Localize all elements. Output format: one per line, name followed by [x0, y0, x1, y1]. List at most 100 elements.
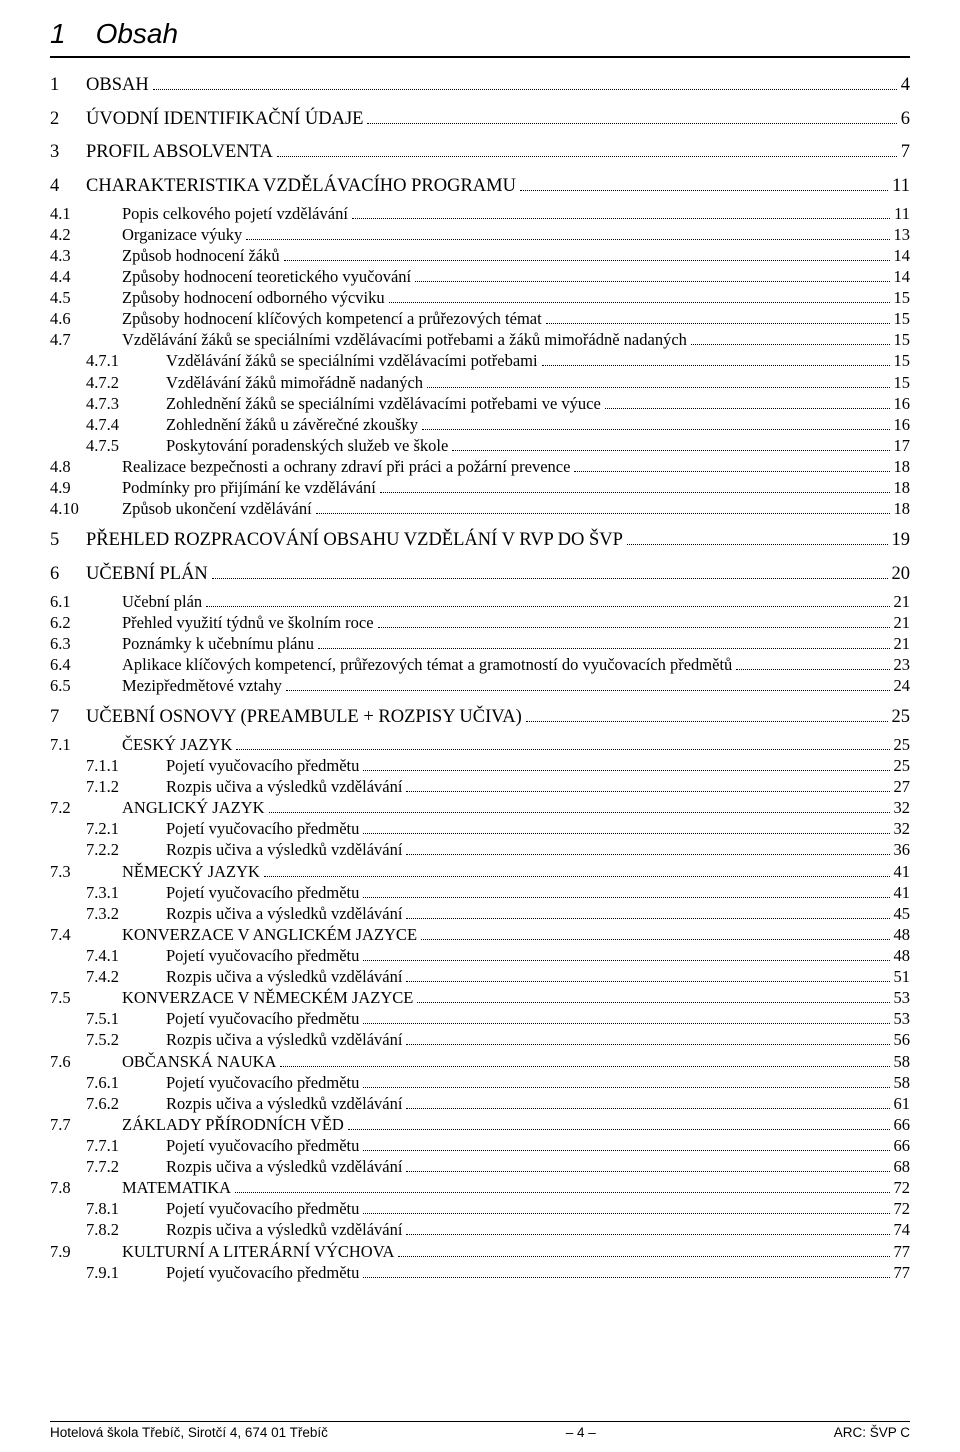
- toc-label: NĚMECKÝ JAZYK: [122, 861, 260, 882]
- toc-page: 25: [892, 706, 911, 730]
- toc-row: 7.3.2Rozpis učiva a výsledků vzdělávání4…: [50, 903, 910, 924]
- toc-row: 6.5Mezipředmětové vztahy24: [50, 675, 910, 696]
- toc-row: 4.2Organizace výuky13: [50, 224, 910, 245]
- toc-leader-dots: [363, 960, 889, 961]
- toc-page: 66: [894, 1114, 911, 1135]
- toc-leader-dots: [363, 1213, 889, 1214]
- toc-row: 7.7.2Rozpis učiva a výsledků vzdělávání6…: [50, 1156, 910, 1177]
- toc-label: Přehled využití týdnů ve školním roce: [122, 612, 374, 633]
- toc-row: 7.4.2Rozpis učiva a výsledků vzdělávání5…: [50, 966, 910, 987]
- toc-page: 23: [894, 654, 911, 675]
- toc-page: 72: [894, 1198, 911, 1219]
- toc-page: 7: [901, 141, 910, 165]
- toc-row: 6.3Poznámky k učebnímu plánu21: [50, 633, 910, 654]
- toc-page: 11: [894, 203, 910, 224]
- toc-row: 7.2.2Rozpis učiva a výsledků vzdělávání3…: [50, 839, 910, 860]
- toc-number: 7.2.1: [86, 818, 166, 839]
- toc-leader-dots: [316, 513, 890, 514]
- toc-leader-dots: [406, 1171, 889, 1172]
- toc-page: 53: [894, 987, 911, 1008]
- toc-row: 7.6OBČANSKÁ NAUKA58: [50, 1051, 910, 1072]
- toc-number: 7.7.2: [86, 1156, 166, 1177]
- toc-number: 7.6.2: [86, 1093, 166, 1114]
- toc-leader-dots: [352, 218, 890, 219]
- toc-label: Způsoby hodnocení klíčových kompetencí a…: [122, 308, 542, 329]
- toc-page: 14: [894, 266, 911, 287]
- toc-number: 7.1: [50, 734, 122, 755]
- toc-label: Vzdělávání žáků se speciálními vzdělávac…: [166, 350, 538, 371]
- toc-row: 4.9Podmínky pro přijímání ke vzdělávání1…: [50, 477, 910, 498]
- toc-label: UČEBNÍ PLÁN: [86, 563, 208, 587]
- toc-row: 7.7.1Pojetí vyučovacího předmětu66: [50, 1135, 910, 1156]
- toc-number: 7.1.1: [86, 755, 166, 776]
- toc-leader-dots: [406, 854, 889, 855]
- toc-number: 6.3: [50, 633, 122, 654]
- toc-page: 21: [894, 591, 911, 612]
- toc-row: 6.4Aplikace klíčových kompetencí, průřez…: [50, 654, 910, 675]
- toc-row: 7.9KULTURNÍ A LITERÁRNÍ VÝCHOVA77: [50, 1241, 910, 1262]
- toc-row: 4.6Způsoby hodnocení klíčových kompetenc…: [50, 308, 910, 329]
- toc-row: 7.2ANGLICKÝ JAZYK32: [50, 797, 910, 818]
- toc-page: 15: [894, 287, 911, 308]
- toc-leader-dots: [415, 281, 889, 282]
- toc-label: Vzdělávání žáků se speciálními vzdělávac…: [122, 329, 687, 350]
- toc-leader-dots: [363, 1150, 889, 1151]
- toc-number: 4.9: [50, 477, 122, 498]
- toc-leader-dots: [264, 876, 890, 877]
- toc-leader-dots: [363, 1023, 889, 1024]
- toc-leader-dots: [363, 897, 889, 898]
- toc-page: 36: [894, 839, 911, 860]
- toc-leader-dots: [627, 544, 888, 545]
- toc-leader-dots: [363, 1087, 889, 1088]
- toc-number: 7.7.1: [86, 1135, 166, 1156]
- header-number: 1: [50, 18, 66, 50]
- toc-label: Pojetí vyučovacího předmětu: [166, 818, 359, 839]
- toc-row: 7.1.1Pojetí vyučovacího předmětu25: [50, 755, 910, 776]
- toc-label: Rozpis učiva a výsledků vzdělávání: [166, 776, 402, 797]
- toc-number: 7.3: [50, 861, 122, 882]
- toc-page: 21: [894, 612, 911, 633]
- toc-label: Organizace výuky: [122, 224, 242, 245]
- toc-page: 25: [894, 734, 911, 755]
- toc-number: 7.6.1: [86, 1072, 166, 1093]
- toc-label: Popis celkového pojetí vzdělávání: [122, 203, 348, 224]
- toc-page: 53: [894, 1008, 911, 1029]
- toc-row: 4.7.5Poskytování poradenských služeb ve …: [50, 435, 910, 456]
- toc-row: 6.2Přehled využití týdnů ve školním roce…: [50, 612, 910, 633]
- toc-number: 7.3.2: [86, 903, 166, 924]
- toc-number: 7.8.2: [86, 1219, 166, 1240]
- toc-row: 4.10Způsob ukončení vzdělávání18: [50, 498, 910, 519]
- toc-leader-dots: [417, 1002, 889, 1003]
- toc-number: 6.1: [50, 591, 122, 612]
- toc-leader-dots: [206, 606, 889, 607]
- toc-page: 25: [894, 755, 911, 776]
- toc-number: 4.7.1: [86, 350, 166, 371]
- toc-leader-dots: [389, 302, 890, 303]
- toc-leader-dots: [269, 812, 890, 813]
- toc-label: Rozpis učiva a výsledků vzdělávání: [166, 1219, 402, 1240]
- toc-row: 7.4KONVERZACE V ANGLICKÉM JAZYCE48: [50, 924, 910, 945]
- toc-page: 6: [901, 108, 910, 132]
- toc-label: Rozpis učiva a výsledků vzdělávání: [166, 1029, 402, 1050]
- toc-number: 7.8.1: [86, 1198, 166, 1219]
- toc-leader-dots: [406, 791, 889, 792]
- toc-number: 6.5: [50, 675, 122, 696]
- toc-label: Realizace bezpečnosti a ochrany zdraví p…: [122, 456, 570, 477]
- toc-leader-dots: [520, 190, 888, 191]
- toc-row: 1OBSAH4: [50, 74, 910, 98]
- toc-number: 7.4.2: [86, 966, 166, 987]
- toc-row: 7.5.2Rozpis učiva a výsledků vzdělávání5…: [50, 1029, 910, 1050]
- toc-number: 7: [50, 706, 86, 730]
- toc-page: 20: [892, 563, 911, 587]
- footer-right: ARC: ŠVP C: [834, 1425, 910, 1440]
- toc-page: 16: [894, 414, 911, 435]
- toc-row: 4.4Způsoby hodnocení teoretického vyučov…: [50, 266, 910, 287]
- toc-label: Pojetí vyučovacího předmětu: [166, 945, 359, 966]
- toc-number: 7.9: [50, 1241, 122, 1262]
- toc-page: 15: [894, 350, 911, 371]
- toc-page: 11: [892, 175, 910, 199]
- footer-left: Hotelová škola Třebíč, Sirotčí 4, 674 01…: [50, 1425, 328, 1440]
- toc-row: 7UČEBNÍ OSNOVY (PREAMBULE + ROZPISY UČIV…: [50, 706, 910, 730]
- toc-row: 7.8MATEMATIKA72: [50, 1177, 910, 1198]
- toc-leader-dots: [380, 492, 890, 493]
